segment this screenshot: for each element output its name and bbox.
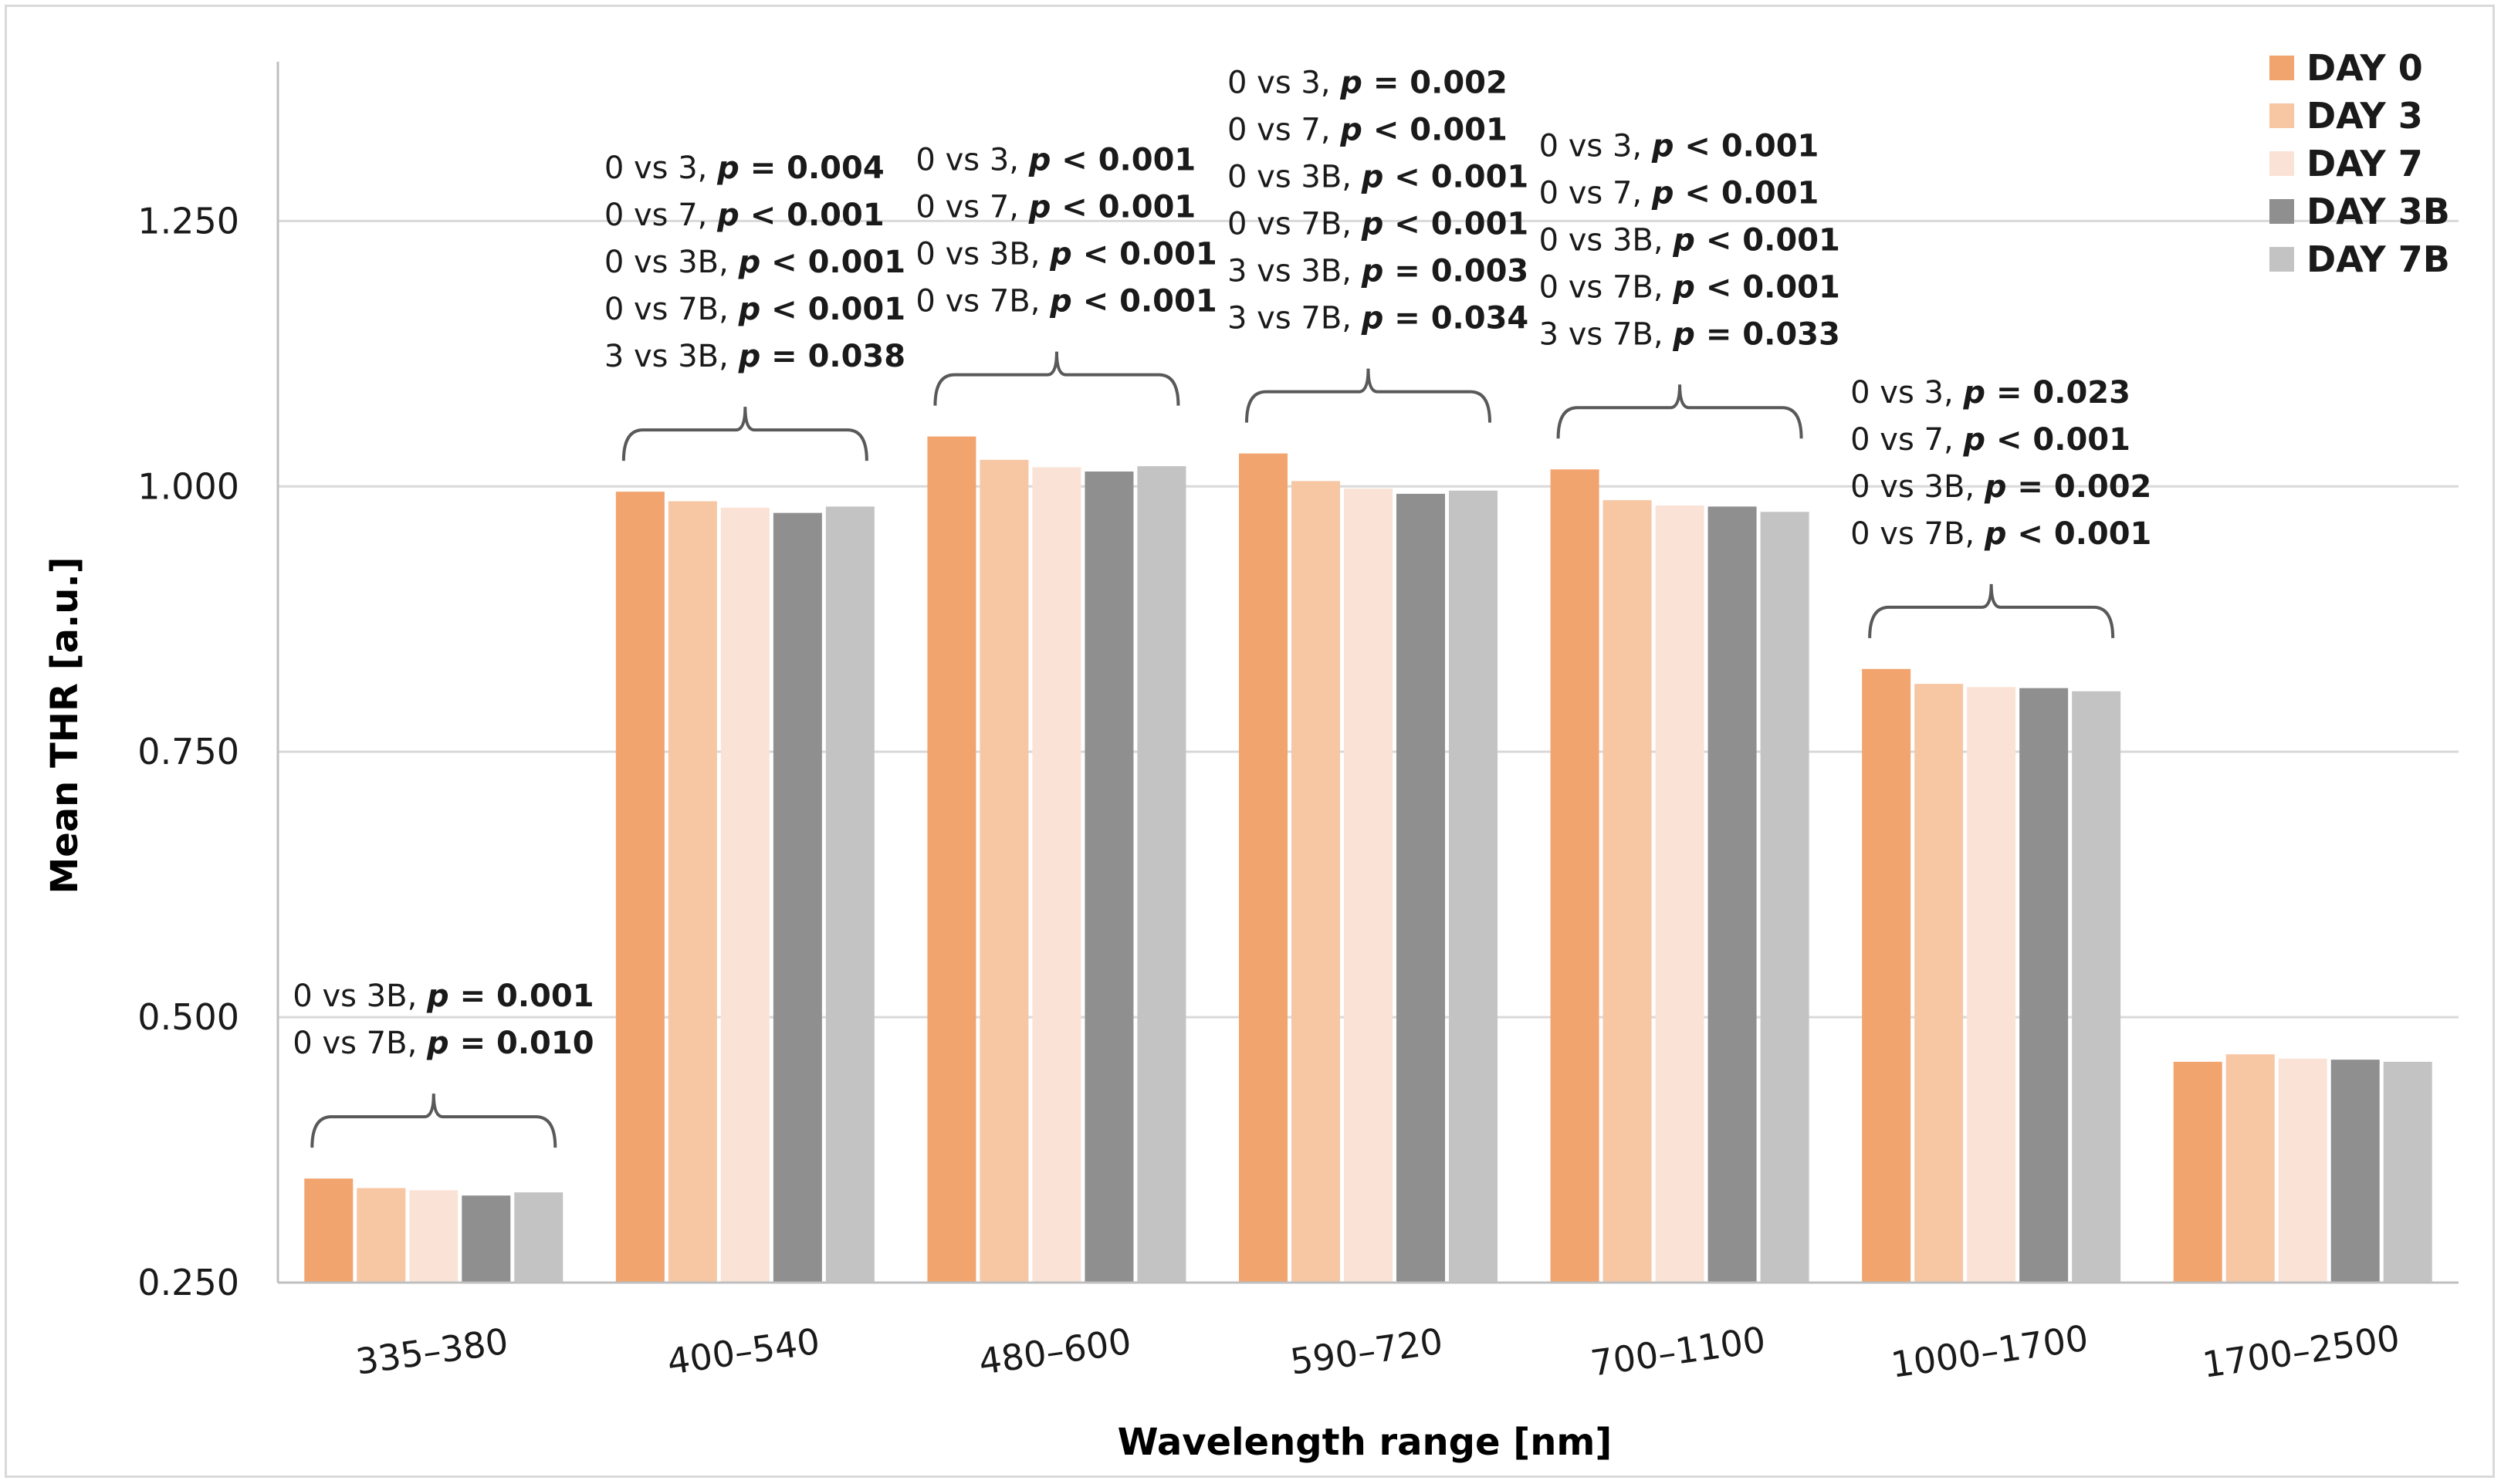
bar bbox=[1085, 472, 1134, 1283]
significance-brace bbox=[1868, 583, 2115, 638]
bar bbox=[2383, 1061, 2432, 1283]
annotation-line: 0 vs 3B, p = 0.001 bbox=[293, 979, 594, 1014]
bar bbox=[980, 459, 1029, 1283]
bar bbox=[1550, 469, 1599, 1283]
significance-brace bbox=[310, 1094, 557, 1148]
annotation-line: 0 vs 7B, p < 0.001 bbox=[1850, 516, 2151, 552]
x-tick-label: 1000–1700 bbox=[1888, 1317, 2090, 1386]
annotation-line: 0 vs 7B, p < 0.001 bbox=[604, 292, 905, 327]
annotations: 0 vs 3B, p = 0.001 0 vs 7B, p = 0.010 0 vs… bbox=[293, 66, 2151, 1148]
bars bbox=[304, 436, 2432, 1283]
bar bbox=[1291, 481, 1340, 1283]
bar bbox=[1396, 493, 1445, 1283]
bar bbox=[514, 1192, 563, 1283]
bar bbox=[615, 492, 665, 1283]
annotation-line: 0 vs 7B, p < 0.001 bbox=[1539, 269, 1840, 305]
bar bbox=[462, 1195, 511, 1283]
bar bbox=[1707, 506, 1757, 1283]
bar bbox=[1760, 512, 1809, 1283]
y-axis-title: Mean THR [a.u.] bbox=[43, 556, 86, 894]
annotation-line: 0 vs 7, p < 0.001 bbox=[915, 190, 1196, 225]
legend-label: DAY 7 bbox=[2306, 143, 2423, 184]
annotation-line: 3 vs 7B, p = 0.033 bbox=[1539, 316, 1840, 352]
y-tick-label: 0.250 bbox=[137, 1262, 239, 1303]
legend-label: DAY 7B bbox=[2306, 238, 2450, 280]
legend-swatch bbox=[2269, 151, 2294, 176]
bar bbox=[1914, 684, 1964, 1283]
x-tick-label: 335–380 bbox=[353, 1320, 510, 1383]
bar bbox=[304, 1178, 354, 1283]
bar bbox=[1602, 500, 1652, 1283]
bar bbox=[1449, 490, 1498, 1283]
significance-brace bbox=[621, 407, 868, 461]
annotation-line: 0 vs 3, p = 0.004 bbox=[604, 150, 885, 186]
bar bbox=[2278, 1058, 2327, 1283]
x-tick-label: 700–1100 bbox=[1588, 1319, 1768, 1384]
significance-brace bbox=[1556, 384, 1803, 439]
bar bbox=[720, 507, 770, 1283]
bar bbox=[773, 512, 822, 1283]
annotation-line: 0 vs 3, p < 0.001 bbox=[1539, 128, 1819, 164]
annotation-line: 0 vs 7, p < 0.001 bbox=[1227, 113, 1508, 148]
annotation-line: 0 vs 7, p < 0.001 bbox=[1850, 422, 2130, 458]
legend: DAY 0 DAY 3 DAY 7 DAY 3B DAY 7B bbox=[2269, 47, 2450, 280]
bar bbox=[1137, 466, 1186, 1283]
x-tick-label: 480–600 bbox=[976, 1320, 1134, 1383]
bar bbox=[2330, 1060, 2380, 1283]
bar bbox=[1032, 467, 1081, 1283]
annotation-line: 0 vs 3B, p < 0.001 bbox=[1227, 160, 1528, 195]
bar bbox=[2225, 1054, 2275, 1283]
bar bbox=[668, 501, 717, 1283]
annotation-line: 0 vs 3, p < 0.001 bbox=[915, 143, 1196, 178]
bar bbox=[409, 1190, 459, 1283]
annotation-line: 0 vs 7B, p < 0.001 bbox=[915, 284, 1217, 319]
bar bbox=[1344, 488, 1393, 1283]
annotation-line: 0 vs 3B, p = 0.002 bbox=[1850, 469, 2151, 505]
legend-swatch bbox=[2269, 199, 2294, 224]
bar bbox=[2173, 1061, 2222, 1283]
annotation-line: 3 vs 7B, p = 0.034 bbox=[1227, 301, 1528, 336]
bar bbox=[1967, 687, 2016, 1283]
annotation-line: 3 vs 3B, p = 0.003 bbox=[1227, 254, 1528, 289]
bar bbox=[1862, 668, 1911, 1283]
annotation-line: 3 vs 3B, p = 0.038 bbox=[604, 339, 905, 374]
annotation-line: 0 vs 7B, p = 0.010 bbox=[293, 1026, 594, 1061]
legend-label: DAY 3 bbox=[2306, 95, 2423, 137]
legend-swatch bbox=[2269, 56, 2294, 80]
x-tick-label: 400–540 bbox=[665, 1320, 822, 1383]
annotation-line: 0 vs 3B, p < 0.001 bbox=[604, 245, 905, 280]
annotation-line: 0 vs 3B, p < 0.001 bbox=[1539, 222, 1840, 258]
annotation-line: 0 vs 7B, p < 0.001 bbox=[1227, 207, 1528, 242]
bar bbox=[825, 506, 875, 1283]
bar bbox=[2072, 691, 2121, 1283]
legend-swatch bbox=[2269, 103, 2294, 128]
bar bbox=[927, 436, 976, 1283]
y-tick-label: 0.500 bbox=[137, 996, 239, 1038]
legend-label: DAY 3B bbox=[2306, 191, 2450, 232]
bar bbox=[1239, 453, 1288, 1283]
chart-frame bbox=[5, 5, 2495, 1478]
annotation-line: 0 vs 3B, p < 0.001 bbox=[915, 237, 1217, 272]
significance-brace bbox=[1245, 368, 1491, 423]
y-tick-label: 1.250 bbox=[137, 200, 239, 242]
y-tick-label: 1.000 bbox=[137, 465, 239, 507]
x-tick-label: 590–720 bbox=[1288, 1320, 1445, 1383]
annotation-line: 0 vs 3, p = 0.023 bbox=[1850, 375, 2130, 411]
legend-swatch bbox=[2269, 247, 2294, 272]
axes: 0.250 0.500 0.750 1.000 1.250 335–380 400–540 4… bbox=[137, 62, 2459, 1386]
significance-brace bbox=[933, 351, 1180, 406]
bar bbox=[1655, 505, 1704, 1283]
legend-label: DAY 0 bbox=[2306, 47, 2423, 89]
annotation-line: 0 vs 3, p = 0.002 bbox=[1227, 66, 1508, 101]
bar bbox=[2019, 688, 2069, 1283]
annotation-line: 0 vs 7, p < 0.001 bbox=[604, 198, 885, 233]
annotation-line: 0 vs 7, p < 0.001 bbox=[1539, 175, 1819, 211]
x-axis-title: Wavelength range [nm] bbox=[1118, 1421, 1613, 1464]
bar bbox=[357, 1188, 406, 1283]
x-tick-label: 1700–2500 bbox=[2200, 1317, 2402, 1386]
y-tick-label: 0.750 bbox=[137, 731, 239, 772]
